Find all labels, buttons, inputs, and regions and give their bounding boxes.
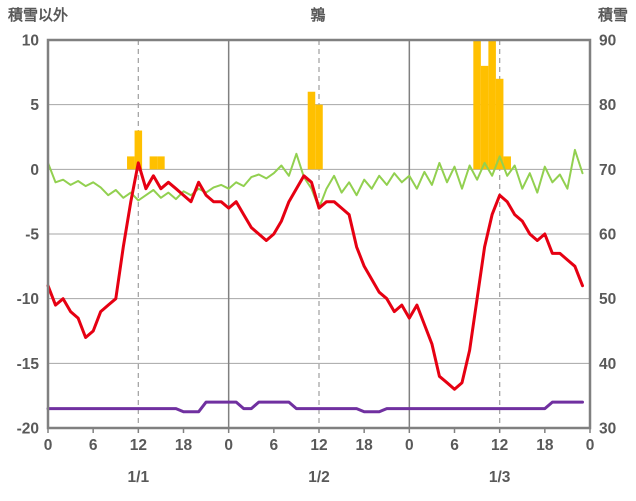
svg-text:80: 80 [599,97,616,114]
svg-text:1/1: 1/1 [128,469,150,486]
svg-text:70: 70 [599,162,616,179]
svg-text:30: 30 [599,421,616,438]
chart-header: 積雪以外 鶉 積雪 [0,4,636,26]
svg-text:90: 90 [599,33,616,50]
svg-text:0: 0 [586,437,595,454]
svg-text:1/2: 1/2 [308,469,330,486]
svg-text:12: 12 [491,437,508,454]
svg-text:0: 0 [30,162,39,179]
svg-text:-5: -5 [25,227,39,244]
svg-text:-10: -10 [17,291,39,308]
svg-text:12: 12 [310,437,327,454]
svg-text:5: 5 [30,97,39,114]
svg-text:0: 0 [224,437,233,454]
svg-text:-15: -15 [17,356,40,373]
right-axis-title: 積雪 [597,7,628,24]
chart-title: 鶉 [310,7,326,24]
svg-text:6: 6 [450,437,459,454]
svg-text:1/3: 1/3 [489,469,511,486]
svg-text:60: 60 [599,227,616,244]
svg-text:18: 18 [175,437,193,454]
svg-text:6: 6 [89,437,98,454]
left-axis-title: 積雪以外 [8,7,69,24]
svg-text:0: 0 [405,437,414,454]
svg-text:40: 40 [599,356,616,373]
svg-text:12: 12 [130,437,147,454]
svg-text:18: 18 [356,437,374,454]
svg-text:-20: -20 [17,421,39,438]
svg-text:0: 0 [44,437,53,454]
svg-text:50: 50 [599,291,616,308]
svg-text:6: 6 [270,437,279,454]
svg-text:18: 18 [536,437,554,454]
svg-text:10: 10 [22,33,39,50]
